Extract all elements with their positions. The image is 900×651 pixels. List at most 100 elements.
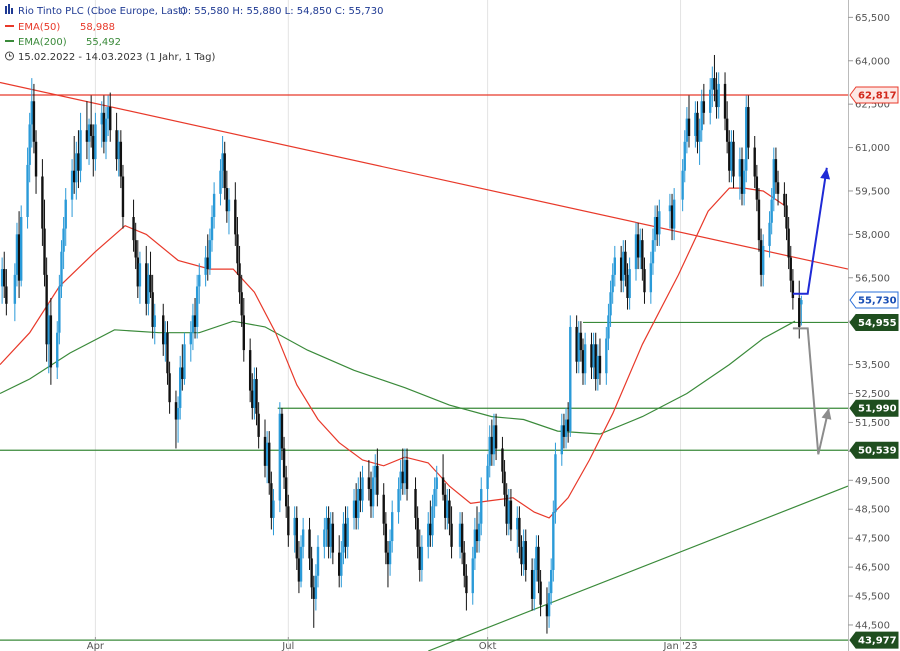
candle-body <box>327 517 330 547</box>
candle <box>242 298 245 362</box>
candle <box>446 488 449 530</box>
candle <box>85 101 89 160</box>
candle-body <box>800 300 803 305</box>
candle-body <box>382 494 385 524</box>
candle <box>577 321 580 374</box>
candle <box>397 477 400 524</box>
candle-body <box>755 176 759 200</box>
candle-body <box>359 488 362 501</box>
candle-body <box>221 153 224 171</box>
candle <box>268 431 271 495</box>
candle-body <box>463 552 466 576</box>
candle <box>405 448 409 501</box>
candle <box>47 303 50 374</box>
candle-body <box>569 326 572 432</box>
candle <box>626 263 629 310</box>
candle-body <box>711 78 714 90</box>
candle-body <box>193 315 197 327</box>
candle <box>183 332 186 385</box>
candle-body <box>583 344 587 374</box>
candle-body <box>47 315 50 345</box>
candle-body <box>386 552 390 565</box>
price-label: 62,817 <box>849 86 899 104</box>
candle <box>607 303 610 351</box>
candle <box>153 303 156 345</box>
candle <box>346 506 349 559</box>
candle <box>3 251 6 299</box>
candle <box>147 263 150 316</box>
candle-body <box>166 332 169 374</box>
candle-body <box>64 199 67 229</box>
candle <box>26 147 29 229</box>
candle <box>374 454 377 495</box>
candle <box>609 280 612 327</box>
candle-body <box>210 217 214 241</box>
candle <box>60 240 63 299</box>
candle <box>384 512 388 565</box>
candle <box>189 321 192 362</box>
candle <box>0 257 4 304</box>
candle <box>560 413 563 466</box>
candle <box>119 130 123 189</box>
candle-body <box>183 344 186 380</box>
price-label: 43,977 <box>849 631 899 649</box>
candle-body <box>619 257 623 281</box>
candle <box>562 413 566 449</box>
ema50-swatch <box>5 25 14 27</box>
candle-body <box>579 332 583 351</box>
candle-body <box>41 176 44 229</box>
candle <box>179 355 182 420</box>
y-tick-label: 62,500 <box>855 100 890 111</box>
candle <box>522 529 525 576</box>
candle-body <box>15 234 19 275</box>
candle-body <box>94 124 97 160</box>
candle <box>138 251 142 304</box>
candle <box>698 118 701 165</box>
candle-body <box>503 471 506 495</box>
candle <box>62 217 65 270</box>
candle-body <box>441 477 445 495</box>
candle-body <box>433 488 436 507</box>
candle-body <box>257 413 260 437</box>
candle-body <box>174 402 178 420</box>
candle-body <box>255 379 258 414</box>
candle-body <box>77 153 80 171</box>
candle <box>301 517 305 559</box>
candle-body <box>253 379 256 408</box>
candle-body <box>225 188 229 212</box>
candle <box>102 95 106 154</box>
price-label-box <box>849 313 899 331</box>
projection-arrows <box>792 167 832 455</box>
y-tick-label: 59,500 <box>855 186 890 197</box>
candle-body <box>639 240 642 258</box>
candle <box>564 407 568 449</box>
candle-body <box>607 315 610 339</box>
candle-body <box>611 274 614 293</box>
candle-body <box>609 292 612 316</box>
candle-body <box>70 170 74 200</box>
candle <box>490 419 494 466</box>
candle <box>92 124 95 177</box>
y-tick-label: 52,500 <box>855 389 890 400</box>
y-tick-label: 48,500 <box>855 505 890 516</box>
candle <box>789 245 792 293</box>
price-label-box <box>849 399 899 417</box>
candle <box>622 240 625 293</box>
candle <box>433 477 436 518</box>
candle <box>592 332 595 380</box>
candle <box>494 413 498 461</box>
candle <box>596 344 600 391</box>
candle-body <box>285 477 288 507</box>
candle <box>386 541 390 588</box>
candle-body <box>280 413 284 449</box>
candle <box>56 321 59 380</box>
candle <box>575 315 578 374</box>
candle-body <box>282 448 286 478</box>
candle <box>488 425 491 478</box>
candle <box>458 512 462 559</box>
candle-body <box>486 465 489 489</box>
price-label-box <box>849 291 899 309</box>
candle-body <box>653 217 657 241</box>
candle <box>149 251 152 299</box>
candle-body <box>785 205 788 229</box>
